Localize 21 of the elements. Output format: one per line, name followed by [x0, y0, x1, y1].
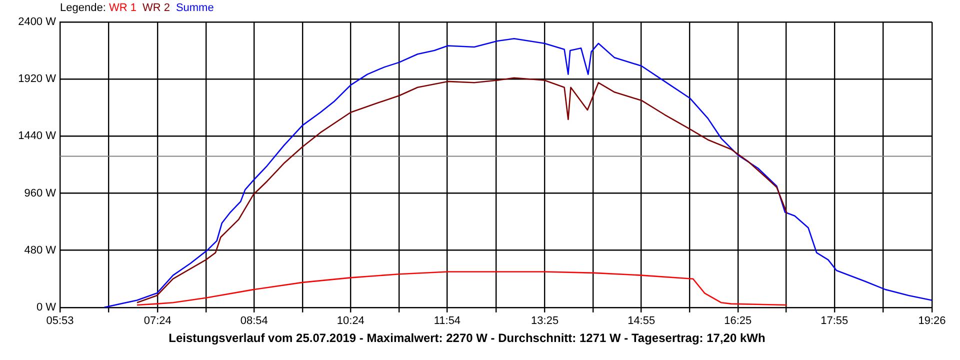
text: WR 1: [108, 2, 136, 14]
x-tick-label: 11:54: [434, 315, 461, 328]
x-tick-label: 07:24: [144, 315, 172, 328]
x-tick-label: 16:25: [724, 315, 752, 328]
x-tick-label: 10:24: [336, 315, 364, 328]
legend-title: Legende:: [60, 2, 107, 14]
x-tick-label: 05:53: [46, 315, 74, 328]
text: Summe: [176, 2, 214, 14]
y-tick-label: 960 W: [24, 187, 57, 200]
text: Leistungsverlauf vom 25.07.2019 - Maximalwert: 2270 W - Durchschnitt: 1271 W - Tagesertrag: 17,20 kWh: [168, 331, 766, 346]
x-tick-label: 08:54: [240, 315, 268, 328]
y-tick-label: 480 W: [24, 244, 57, 256]
y-tick-label: 0 W: [36, 301, 57, 314]
y-tick-label: 2400 W: [18, 16, 57, 28]
x-tick-label: 19:26: [918, 315, 946, 328]
y-tick-label: 1440 W: [18, 130, 57, 142]
y-tick-label: 1920 W: [18, 73, 57, 86]
text: WR 2: [142, 2, 170, 14]
x-tick-label: 17:55: [820, 315, 848, 328]
x-tick-label: 14:55: [628, 315, 656, 328]
x-tick-label: 13:25: [531, 315, 559, 328]
